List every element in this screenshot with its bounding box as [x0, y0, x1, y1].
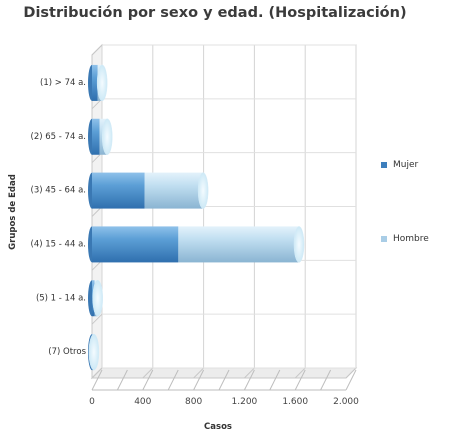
bar-hombre: [144, 172, 204, 209]
bar-mujer: [92, 226, 179, 263]
y-band-line: [91, 313, 103, 325]
x-tick-label: 1.200: [232, 397, 258, 407]
bar-mujer: [92, 172, 145, 209]
y-category-label: (1) > 74 a.: [40, 78, 86, 88]
y-band-line: [91, 44, 103, 56]
x-gridline-floor: [244, 367, 255, 379]
legend-swatch-hombre: [381, 236, 387, 242]
bar-cap-right: [96, 64, 108, 102]
y-axis-title: Grupos de Edad: [8, 174, 18, 250]
x-tick-label: 0: [89, 397, 95, 407]
x-tick-mark: [243, 369, 255, 391]
bar-cap-right: [197, 172, 209, 209]
legend-label-hombre: Hombre: [393, 234, 429, 244]
x-gridline-floor: [345, 367, 357, 379]
plot-floor: [90, 367, 358, 379]
bar-mujer: [92, 64, 98, 101]
x-gridline-floor: [294, 367, 306, 379]
bar-mujer: [92, 118, 100, 155]
x-tick-mark: [345, 369, 357, 391]
y-band-line: [91, 367, 103, 379]
x-gridline-floor: [193, 367, 204, 379]
x-tick-mark: [193, 369, 205, 391]
legend-label-mujer: Mujer: [393, 160, 419, 170]
bar-hombre: [178, 226, 300, 263]
x-minor-tick-mark: [218, 369, 230, 391]
x-minor-tick-mark: [116, 369, 128, 391]
chart-title: Distribución por sexo y edad. (Hospitali…: [23, 5, 407, 21]
y-category-label: (2) 65 - 74 a.: [31, 132, 86, 142]
x-tick-mark: [142, 369, 154, 391]
bar-cap-right: [92, 280, 103, 317]
legend-item-hombre[interactable]: Hombre: [381, 234, 429, 244]
x-tick-label: 400: [134, 397, 151, 407]
x-tick-label: 1.600: [282, 397, 308, 407]
x-minor-tick-mark: [167, 369, 179, 391]
y-category-label: (5) 1 - 14 a.: [36, 293, 86, 303]
x-gridline-floor: [142, 367, 154, 379]
legend-swatch-mujer: [381, 162, 387, 168]
x-tick-label: 800: [185, 397, 202, 407]
x-minor-tick-mark: [269, 369, 281, 391]
y-category-label: (7) Otros: [48, 347, 86, 357]
legend-item-mujer[interactable]: Mujer: [381, 160, 418, 170]
y-category-label: (3) 45 - 64 a.: [31, 186, 86, 196]
x-tick-label: 2.000: [333, 397, 359, 407]
x-tick-mark: [294, 369, 306, 391]
bar-cap-right: [88, 333, 100, 371]
bar-cap-right: [293, 226, 305, 263]
x-axis-title: Casos: [204, 422, 232, 432]
x-tick-mark: [91, 369, 103, 391]
y-category-label: (4) 15 - 44 a.: [31, 239, 86, 249]
bar-cap-right: [101, 118, 113, 155]
x-minor-tick-mark: [320, 369, 332, 391]
